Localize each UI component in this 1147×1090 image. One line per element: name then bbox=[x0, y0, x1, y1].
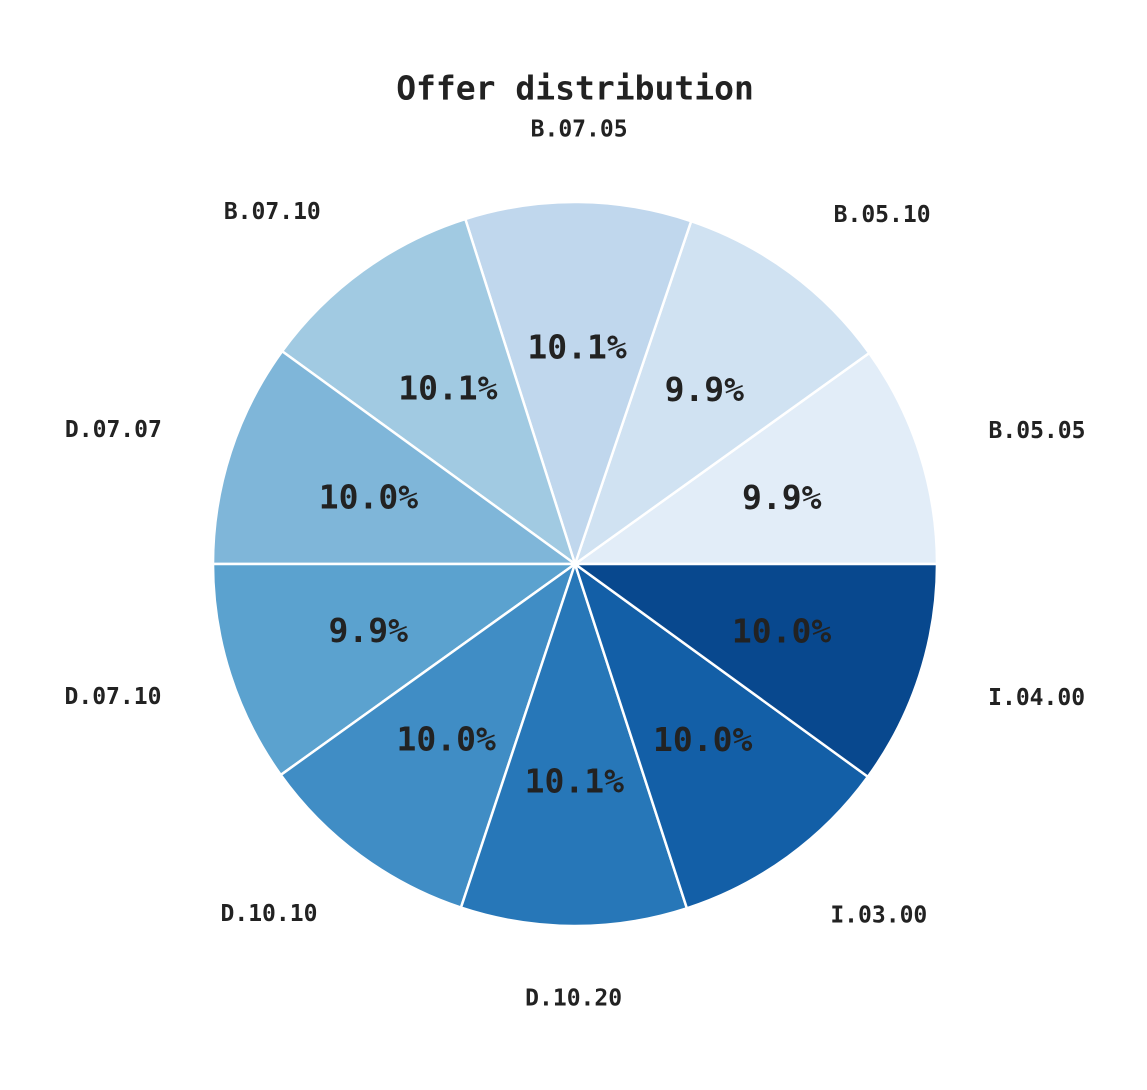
pie-slice-b-07-05 bbox=[463, 200, 693, 569]
category-labels: B.05.05 B.05.10 B.07.05 B.07.10 D.07.07 D.07.… bbox=[65, 117, 1086, 1012]
percent-label: 9.9% bbox=[665, 370, 745, 409]
percent-labels: 9.9% 9.9% 10.1% 10.1% 10.0% 9.9% 10.0% 10.1% 10.… bbox=[319, 327, 832, 800]
percent-label: 10.0% bbox=[732, 612, 831, 651]
percent-label: 10.0% bbox=[653, 720, 752, 759]
category-label: I.03.00 bbox=[830, 902, 927, 928]
pie-slice-d-07-10 bbox=[211, 562, 579, 777]
pie-slice-i-04-00 bbox=[571, 562, 939, 779]
category-label: B.05.05 bbox=[989, 418, 1086, 444]
category-label: D.07.10 bbox=[65, 684, 162, 710]
percent-label: 10.0% bbox=[397, 719, 496, 758]
pie-slice-b-07-10 bbox=[280, 217, 578, 568]
percent-label: 9.9% bbox=[742, 478, 822, 517]
percent-label: 10.0% bbox=[319, 477, 418, 516]
category-label: I.04.00 bbox=[988, 685, 1085, 711]
category-label: D.07.07 bbox=[65, 417, 162, 443]
chart-title: Offer distribution bbox=[396, 69, 754, 108]
pie-slice-b-05-05 bbox=[571, 351, 939, 566]
pie-slice-d-10-10 bbox=[279, 560, 578, 910]
category-label: B.07.10 bbox=[224, 199, 321, 225]
category-label: B.05.10 bbox=[834, 202, 931, 228]
percent-label: 9.9% bbox=[328, 611, 408, 650]
percent-label: 10.1% bbox=[527, 327, 626, 366]
percent-label: 10.1% bbox=[525, 762, 624, 801]
pie-slice-i-03-00 bbox=[572, 560, 870, 910]
category-label: D.10.10 bbox=[221, 901, 318, 927]
pie-slice-d-10-20 bbox=[459, 559, 689, 928]
pie-slice-b-05-10 bbox=[572, 219, 871, 568]
category-label: B.07.05 bbox=[531, 117, 628, 143]
percent-label: 10.1% bbox=[398, 368, 497, 407]
pie-slice-d-07-07 bbox=[211, 349, 579, 566]
pie-slices bbox=[211, 200, 939, 928]
category-label: D.10.20 bbox=[525, 985, 622, 1011]
